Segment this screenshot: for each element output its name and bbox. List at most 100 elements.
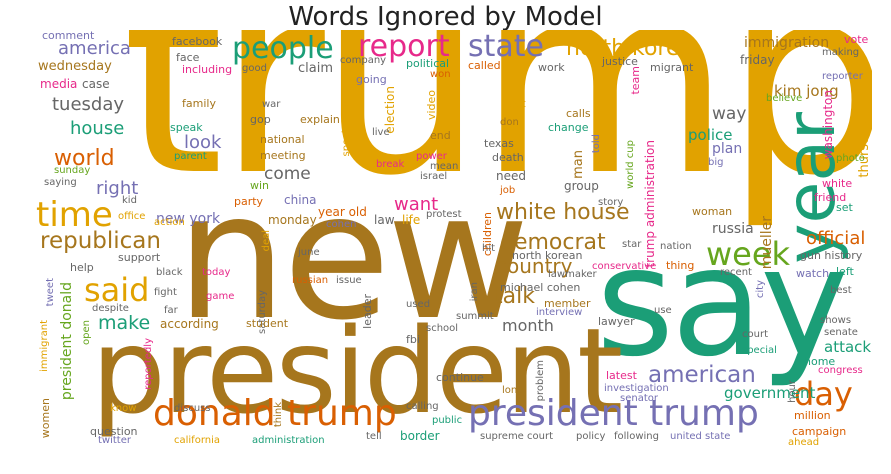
word-open: open [81,320,92,345]
word-star: star [622,239,642,250]
word-senator: senator [620,393,658,404]
word-gun-history: gun history [800,249,863,262]
word-protest: protest [426,209,462,220]
word-nation: nation [660,241,692,252]
word-man: man [571,150,586,179]
word-new-york: new york [156,211,221,227]
word-want: want [394,194,439,215]
word-summit: summit [456,311,494,322]
word-war: war [262,99,281,110]
word-migrant: migrant [650,61,694,74]
word-tuesday: tuesday [52,94,125,115]
word-speak: speak [170,121,203,134]
word-good: good [242,63,267,74]
word-friend: friend [814,191,847,204]
word-democrat: democrat [500,230,606,255]
word-texas: texas [484,137,514,150]
word-china: china [284,193,317,207]
word-immigration: immigration [744,35,830,51]
word-iran: iran [469,282,480,302]
word-white-house: white house [496,200,630,225]
word-family: family [182,97,216,110]
word-going: going [356,73,387,86]
word-left: left [836,265,854,278]
word-story: story [598,197,624,208]
word-supreme-court: supreme court [480,431,553,442]
word-reporter: reporter [822,71,863,82]
word-new: new [176,156,530,359]
word-interview: interview [536,307,583,318]
word-home: home [804,355,836,368]
word-kim-jong: kim jong [774,82,839,100]
word-police: police [688,126,733,144]
word-support: support [118,251,161,264]
word-national: national [260,133,305,146]
word-continue: continue [436,371,484,384]
word-make: make [98,312,151,334]
word-won: won [430,69,451,80]
word-president-trump: president trump [468,393,759,434]
word-end: end [430,129,451,142]
word-california: california [174,435,221,446]
word-office: office [118,211,146,222]
word-tell: tell [366,431,382,442]
word-win: win [250,179,270,192]
word-administration: administration [252,435,325,446]
word-time: time [36,195,113,235]
word-cloud: trump new say president year donald trum… [36,30,872,448]
word-way: way [712,104,747,124]
word-long: long [502,385,524,396]
word-government: government [724,384,816,402]
word-senate: senate [824,327,858,338]
word-fight: fight [154,287,177,298]
word-israel: israel [420,171,448,182]
word-today: today [202,267,231,278]
word-school: school [426,323,459,334]
word-people: people [232,31,334,66]
word-think: think [273,402,284,428]
word-vote: vote [844,33,869,46]
word-law: law [374,213,395,227]
word-black: black [156,267,183,278]
word-power: power [416,151,447,162]
word-calling: calling [406,401,439,412]
word-border: border [400,429,440,443]
word-public: public [432,415,463,426]
word-reportedly: reportedly [143,338,154,390]
word-sunday: sunday [54,165,91,176]
word-attack: attack [824,338,872,356]
word-thing: thing [666,259,695,272]
word-thursday: thursday [857,120,872,178]
word-look: look [184,132,222,153]
word-political: political [406,57,450,70]
word-meeting: meeting [260,149,306,162]
word-month: month [502,316,554,335]
word-president: president [91,302,623,440]
word-best: best [830,285,852,296]
word-party: party [234,195,264,208]
word-student: student [246,317,289,330]
word-state: state [468,30,544,64]
word-talk: talk [494,284,535,309]
word-life: life [402,213,421,227]
word-believe: believe [766,93,803,104]
word-break: break [376,159,405,170]
word-american: american [648,362,756,388]
word-fbi: fbi [406,333,420,346]
word-say: say [596,216,849,390]
word-tweet: tweet [45,278,56,307]
word-including: including [182,63,233,76]
word-million: million [794,409,831,422]
word-making: making [822,47,860,58]
word-action: action [154,217,185,228]
word-immigrant: immigrant [39,320,50,372]
word-need: need [496,169,526,183]
word-house: house [70,118,125,139]
word-week: week [706,235,791,273]
word-issue: issue [336,275,362,286]
word-woman: woman [692,205,733,218]
word-white: white [822,177,853,190]
word-policy: policy [576,431,606,442]
word-explain: explain [300,113,340,126]
